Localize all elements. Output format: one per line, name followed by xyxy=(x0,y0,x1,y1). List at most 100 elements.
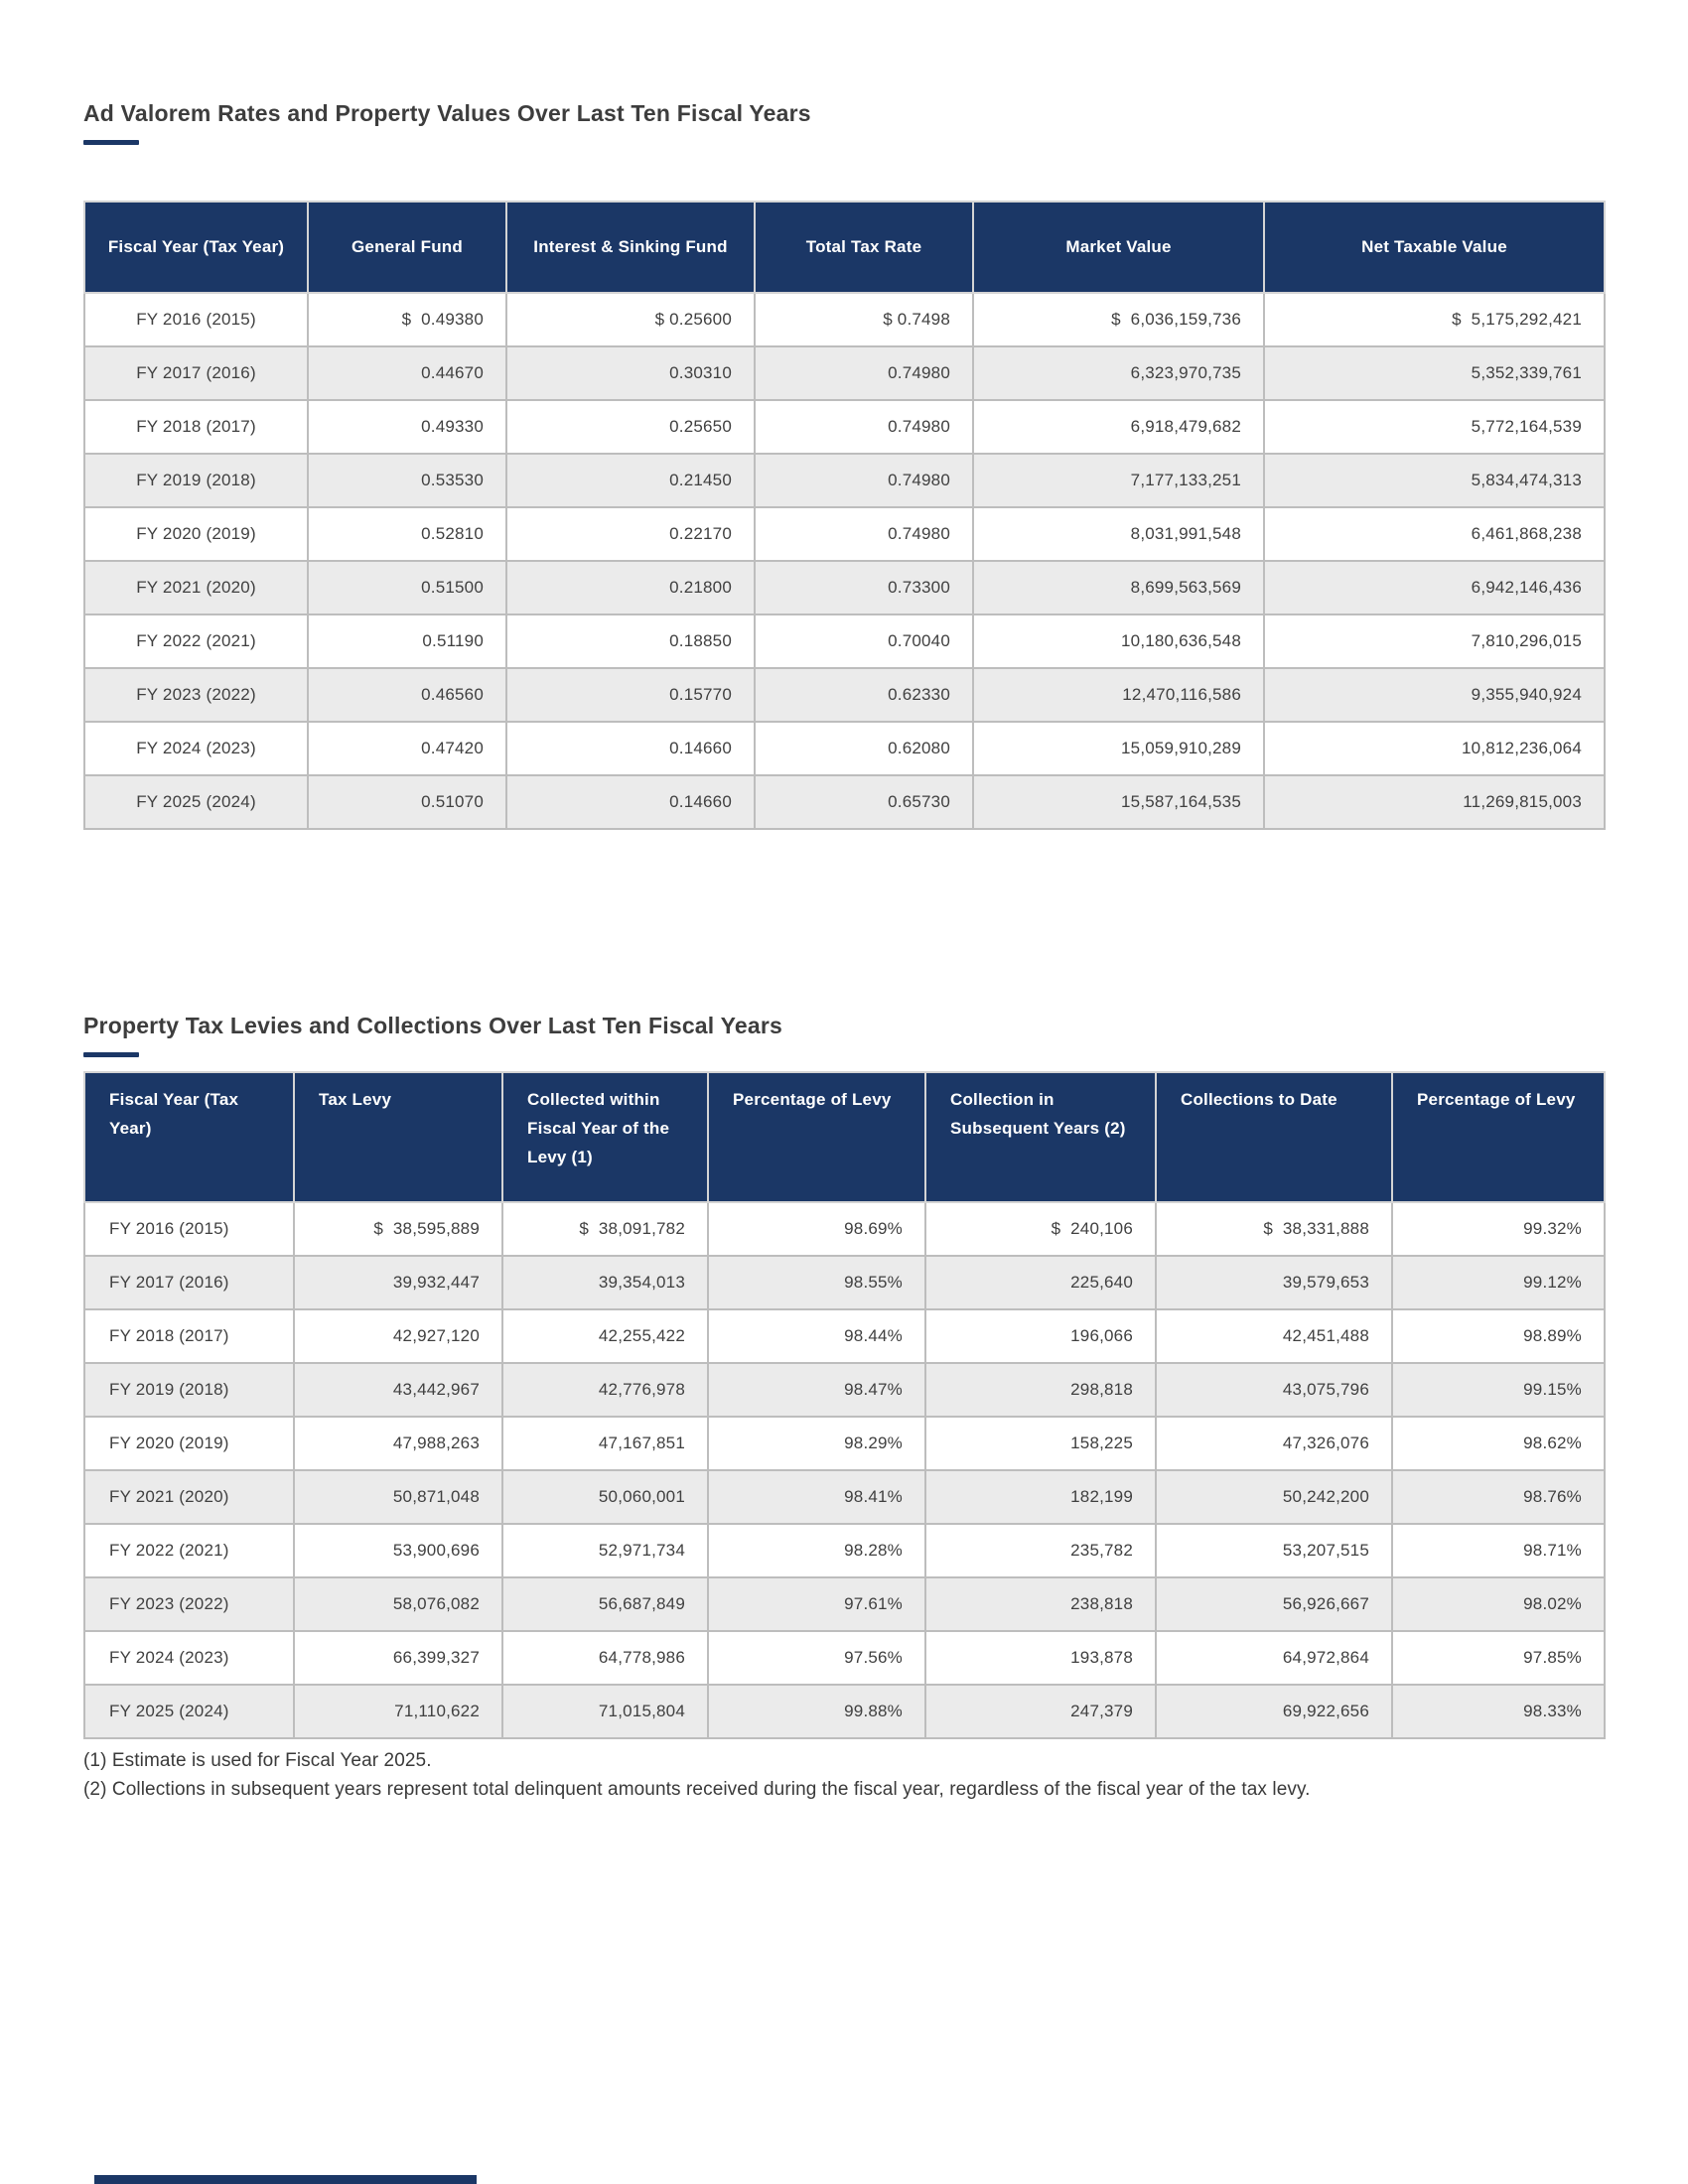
value-cell: 182,199 xyxy=(924,1469,1157,1525)
value-cell: 50,871,048 xyxy=(293,1469,503,1525)
value-cell: 247,379 xyxy=(924,1684,1157,1739)
value-cell: 10,180,636,548 xyxy=(972,614,1265,669)
table-row: FY 2018 (2017) 42,927,120 42,255,422 98.44%… xyxy=(83,1308,1606,1364)
fiscal-year-cell: FY 2024 (2023) xyxy=(83,1630,295,1686)
fiscal-year-cell: FY 2022 (2021) xyxy=(83,1523,295,1578)
value-cell: 8,699,563,569 xyxy=(972,560,1265,615)
table-row: FY 2016 (2015) $ 38,595,889 $ 38,091,782 98… xyxy=(83,1201,1606,1257)
column-header: Interest & Sinking Fund xyxy=(505,201,756,294)
fiscal-year-cell: FY 2023 (2022) xyxy=(83,1576,295,1632)
value-cell: 5,772,164,539 xyxy=(1263,399,1606,455)
fiscal-year-cell: FY 2025 (2024) xyxy=(83,774,309,830)
column-header: Fiscal Year (Tax Year) xyxy=(83,1071,295,1203)
value-cell: 98.62% xyxy=(1391,1416,1606,1471)
value-cell: 0.46560 xyxy=(307,667,507,723)
fiscal-year-cell: FY 2018 (2017) xyxy=(83,399,309,455)
value-cell: 98.69% xyxy=(707,1201,926,1257)
table-row: FY 2025 (2024) 71,110,622 71,015,804 99.88%… xyxy=(83,1684,1606,1739)
value-cell: 15,059,910,289 xyxy=(972,721,1265,776)
column-header: Market Value xyxy=(972,201,1265,294)
value-cell: 0.14660 xyxy=(505,774,756,830)
value-cell: 0.18850 xyxy=(505,614,756,669)
value-cell: 53,207,515 xyxy=(1155,1523,1393,1578)
value-cell: 0.74980 xyxy=(754,506,974,562)
table-row: FY 2017 (2016) 0.44670 0.30310 0.74980 6,323… xyxy=(83,345,1606,401)
table-row: FY 2017 (2016) 39,932,447 39,354,013 98.55%… xyxy=(83,1255,1606,1310)
value-cell: 42,451,488 xyxy=(1155,1308,1393,1364)
value-cell: 42,927,120 xyxy=(293,1308,503,1364)
table-row: FY 2023 (2022) 58,076,082 56,687,849 97.61%… xyxy=(83,1576,1606,1632)
column-header: Collected within Fiscal Year of the Levy… xyxy=(501,1071,709,1203)
value-cell: 0.21450 xyxy=(505,453,756,508)
table-row: FY 2021 (2020) 0.51500 0.21800 0.73300 8,699… xyxy=(83,560,1606,615)
table-row: FY 2018 (2017) 0.49330 0.25650 0.74980 6,918… xyxy=(83,399,1606,455)
fiscal-year-cell: FY 2017 (2016) xyxy=(83,345,309,401)
value-cell: 98.71% xyxy=(1391,1523,1606,1578)
value-cell: 15,587,164,535 xyxy=(972,774,1265,830)
fiscal-year-cell: FY 2025 (2024) xyxy=(83,1684,295,1739)
value-cell: 98.44% xyxy=(707,1308,926,1364)
value-cell: $ 38,595,889 xyxy=(293,1201,503,1257)
value-cell: $ 0.25600 xyxy=(505,292,756,347)
value-cell: 39,579,653 xyxy=(1155,1255,1393,1310)
value-cell: 0.62330 xyxy=(754,667,974,723)
fiscal-year-cell: FY 2018 (2017) xyxy=(83,1308,295,1364)
value-cell: 235,782 xyxy=(924,1523,1157,1578)
ad-valorem-table-body: FY 2016 (2015) $ 0.49380 $ 0.25600 $ 0.7498… xyxy=(83,292,1606,830)
value-cell: 6,323,970,735 xyxy=(972,345,1265,401)
value-cell: 39,932,447 xyxy=(293,1255,503,1310)
value-cell: $ 5,175,292,421 xyxy=(1263,292,1606,347)
bottom-cutoff-bar xyxy=(94,2175,477,2184)
value-cell: $ 0.7498 xyxy=(754,292,974,347)
levies-collections-title-underline xyxy=(83,1052,139,1057)
value-cell: 98.33% xyxy=(1391,1684,1606,1739)
value-cell: 0.74980 xyxy=(754,453,974,508)
column-header: Tax Levy xyxy=(293,1071,503,1203)
value-cell: 97.61% xyxy=(707,1576,926,1632)
footnotes: (1) Estimate is used for Fiscal Year 202… xyxy=(83,1748,1325,1803)
value-cell: 47,326,076 xyxy=(1155,1416,1393,1471)
value-cell: 42,776,978 xyxy=(501,1362,709,1418)
column-header: Total Tax Rate xyxy=(754,201,974,294)
value-cell: 98.41% xyxy=(707,1469,926,1525)
value-cell: 0.74980 xyxy=(754,399,974,455)
column-header: Collections to Date xyxy=(1155,1071,1393,1203)
levies-collections-title: Property Tax Levies and Collections Over… xyxy=(83,1013,782,1038)
fiscal-year-cell: FY 2023 (2022) xyxy=(83,667,309,723)
value-cell: 6,918,479,682 xyxy=(972,399,1265,455)
ad-valorem-table: Fiscal Year (Tax Year) General Fund Intere… xyxy=(83,201,1606,830)
value-cell: 0.14660 xyxy=(505,721,756,776)
table-row: FY 2016 (2015) $ 0.49380 $ 0.25600 $ 0.7498… xyxy=(83,292,1606,347)
column-header: Percentage of Levy xyxy=(707,1071,926,1203)
table-row: FY 2022 (2021) 53,900,696 52,971,734 98.28%… xyxy=(83,1523,1606,1578)
value-cell: 0.49330 xyxy=(307,399,507,455)
column-header: General Fund xyxy=(307,201,507,294)
value-cell: 11,269,815,003 xyxy=(1263,774,1606,830)
value-cell: 0.62080 xyxy=(754,721,974,776)
levies-collections-table-head: Fiscal Year (Tax Year) Tax Levy Collected … xyxy=(83,1071,1606,1203)
value-cell: 0.47420 xyxy=(307,721,507,776)
value-cell: 238,818 xyxy=(924,1576,1157,1632)
value-cell: 0.22170 xyxy=(505,506,756,562)
ad-valorem-title-underline xyxy=(83,140,139,145)
value-cell: 98.47% xyxy=(707,1362,926,1418)
value-cell: 58,076,082 xyxy=(293,1576,503,1632)
fiscal-year-cell: FY 2021 (2020) xyxy=(83,560,309,615)
value-cell: 0.15770 xyxy=(505,667,756,723)
fiscal-year-cell: FY 2020 (2019) xyxy=(83,1416,295,1471)
value-cell: 99.15% xyxy=(1391,1362,1606,1418)
value-cell: 98.76% xyxy=(1391,1469,1606,1525)
table-row: FY 2021 (2020) 50,871,048 50,060,001 98.41%… xyxy=(83,1469,1606,1525)
value-cell: 193,878 xyxy=(924,1630,1157,1686)
fiscal-year-cell: FY 2016 (2015) xyxy=(83,1201,295,1257)
value-cell: 99.12% xyxy=(1391,1255,1606,1310)
table-row: FY 2020 (2019) 0.52810 0.22170 0.74980 8,031… xyxy=(83,506,1606,562)
fiscal-year-cell: FY 2022 (2021) xyxy=(83,614,309,669)
table-row: FY 2024 (2023) 0.47420 0.14660 0.62080 15,05… xyxy=(83,721,1606,776)
value-cell: 0.44670 xyxy=(307,345,507,401)
value-cell: 47,167,851 xyxy=(501,1416,709,1471)
levies-collections-table-body: FY 2016 (2015) $ 38,595,889 $ 38,091,782 98… xyxy=(83,1201,1606,1739)
levies-collections-table: Fiscal Year (Tax Year) Tax Levy Collected … xyxy=(83,1071,1606,1739)
value-cell: 42,255,422 xyxy=(501,1308,709,1364)
table-row: FY 2024 (2023) 66,399,327 64,778,986 97.56%… xyxy=(83,1630,1606,1686)
